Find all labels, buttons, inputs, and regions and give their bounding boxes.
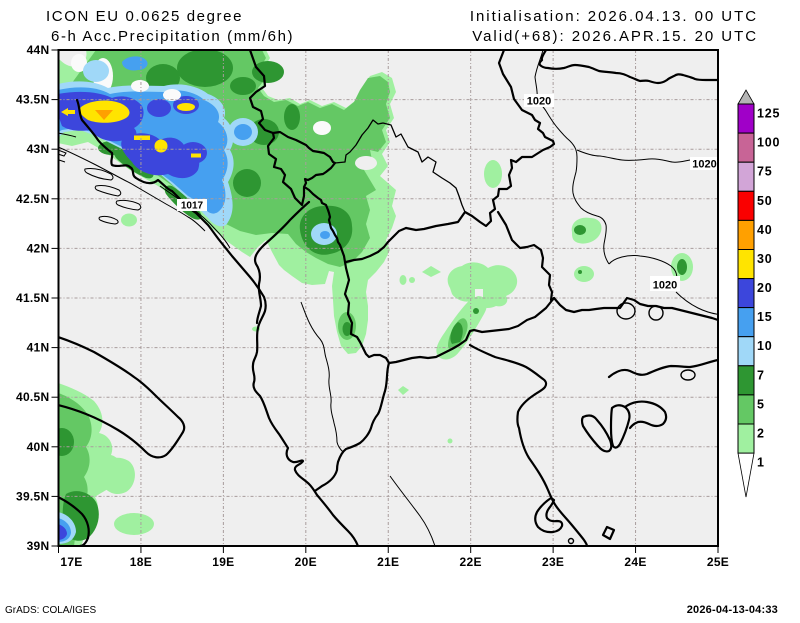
- svg-text:43.5N: 43.5N: [16, 93, 50, 107]
- svg-text:20: 20: [757, 281, 773, 295]
- svg-text:43N: 43N: [27, 142, 50, 156]
- svg-text:50: 50: [757, 194, 773, 208]
- svg-text:75: 75: [757, 165, 773, 179]
- svg-text:24E: 24E: [624, 555, 646, 569]
- svg-text:GrADS: COLA/IGES: GrADS: COLA/IGES: [5, 605, 96, 616]
- svg-text:19E: 19E: [212, 555, 234, 569]
- svg-text:ICON EU 0.0625 degree: ICON EU 0.0625 degree: [46, 8, 243, 25]
- svg-text:17E: 17E: [60, 555, 82, 569]
- svg-text:15: 15: [757, 310, 773, 324]
- svg-text:44N: 44N: [27, 43, 50, 57]
- svg-text:18E: 18E: [130, 555, 152, 569]
- svg-text:22E: 22E: [460, 555, 482, 569]
- svg-text:41N: 41N: [27, 341, 50, 355]
- svg-text:Initialisation: 2026.04.13. 00: Initialisation: 2026.04.13. 00 UTC: [470, 8, 758, 25]
- svg-text:23E: 23E: [542, 555, 564, 569]
- svg-text:7: 7: [757, 368, 765, 382]
- svg-text:5: 5: [757, 397, 765, 411]
- svg-text:Valid(+68): 2026.APR.15. 20 UT: Valid(+68): 2026.APR.15. 20 UTC: [472, 28, 758, 45]
- svg-text:40: 40: [757, 223, 773, 237]
- svg-text:30: 30: [757, 252, 773, 266]
- svg-text:42N: 42N: [27, 241, 50, 255]
- svg-text:41.5N: 41.5N: [16, 291, 50, 305]
- svg-text:1020: 1020: [527, 96, 551, 108]
- svg-text:39.5N: 39.5N: [16, 489, 50, 503]
- svg-text:1020: 1020: [653, 280, 677, 292]
- svg-text:1: 1: [757, 456, 765, 470]
- svg-text:2026-04-13-04:33: 2026-04-13-04:33: [687, 604, 778, 616]
- svg-text:6-h Acc.Precipitation (mm/6h): 6-h Acc.Precipitation (mm/6h): [51, 28, 294, 45]
- svg-text:25E: 25E: [707, 555, 729, 569]
- svg-text:20E: 20E: [295, 555, 317, 569]
- svg-text:40N: 40N: [27, 440, 50, 454]
- svg-text:21E: 21E: [377, 555, 399, 569]
- svg-text:10: 10: [757, 339, 773, 353]
- svg-text:100: 100: [757, 136, 780, 150]
- svg-text:1017: 1017: [181, 201, 204, 212]
- svg-text:125: 125: [757, 107, 780, 121]
- svg-text:39N: 39N: [27, 539, 50, 553]
- svg-text:2: 2: [757, 427, 765, 441]
- svg-text:1020: 1020: [692, 159, 716, 171]
- svg-text:42.5N: 42.5N: [16, 192, 50, 206]
- svg-text:40.5N: 40.5N: [16, 390, 50, 404]
